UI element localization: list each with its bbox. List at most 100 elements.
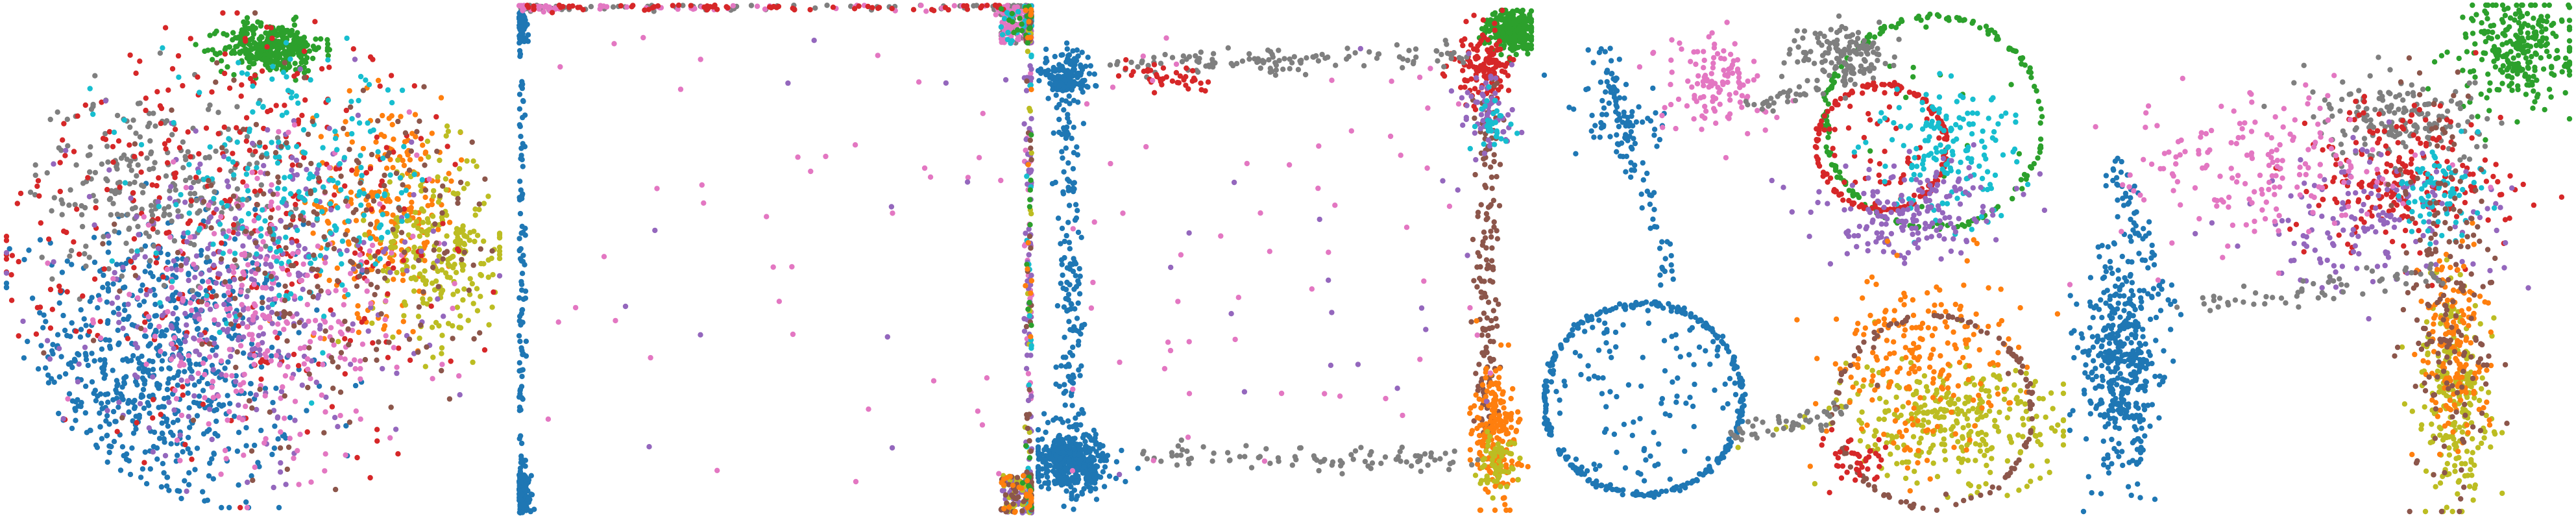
scatter-point xyxy=(395,451,401,457)
scatter-point xyxy=(246,25,252,32)
scatter-point xyxy=(365,328,371,334)
scatter-point xyxy=(56,345,62,352)
scatter-point xyxy=(247,352,253,358)
scatter-point xyxy=(176,363,183,369)
scatter-point xyxy=(444,249,450,254)
scatter-point xyxy=(370,56,376,62)
scatter-point xyxy=(518,230,524,236)
scatter-point xyxy=(430,264,436,271)
scatter-point xyxy=(377,256,383,262)
scatter-point xyxy=(1087,449,1093,455)
scatter-point xyxy=(461,249,468,255)
scatter-point xyxy=(714,467,720,473)
scatter-point xyxy=(253,392,259,398)
scatter-point xyxy=(64,116,71,122)
scatter-point xyxy=(1024,493,1030,499)
scatter-point xyxy=(132,273,139,278)
scatter-point xyxy=(391,277,396,282)
scatter-point xyxy=(407,191,413,198)
scatter-point xyxy=(385,87,391,93)
scatter-point xyxy=(103,337,109,343)
scatter-point xyxy=(200,218,206,224)
scatter-point xyxy=(295,227,300,234)
scatter-point xyxy=(811,38,817,43)
scatter-point xyxy=(178,495,184,502)
scatter-point xyxy=(247,162,252,167)
scatter-point xyxy=(311,330,317,336)
scatter-point xyxy=(331,342,337,348)
scatter-point xyxy=(321,314,327,319)
scatter-point xyxy=(158,250,164,256)
scatter-point xyxy=(182,199,188,205)
scatter-point xyxy=(296,273,302,279)
scatter-point xyxy=(114,389,120,396)
scatter-point xyxy=(191,294,197,300)
scatter-point xyxy=(470,262,476,268)
scatter-point xyxy=(225,393,230,399)
scatter-point xyxy=(62,153,68,158)
scatter-point xyxy=(136,232,141,238)
scatter-point xyxy=(295,46,300,53)
scatter-point xyxy=(622,303,629,310)
scatter-point xyxy=(1044,474,1051,480)
scatter-point xyxy=(1002,492,1009,498)
scatter-point xyxy=(364,269,370,275)
scatter-point xyxy=(369,190,375,195)
scatter-point xyxy=(44,170,50,176)
scatter-point xyxy=(1011,29,1017,36)
scatter-point xyxy=(382,317,388,323)
scatter-point xyxy=(267,262,273,267)
scatter-point xyxy=(927,174,934,180)
scatter-point xyxy=(210,56,215,63)
scatter-point xyxy=(1024,352,1030,358)
scatter-point xyxy=(90,111,96,117)
scatter-point xyxy=(1009,38,1015,43)
scatter-point xyxy=(287,311,293,317)
scatter-point xyxy=(224,203,230,209)
scatter-point xyxy=(167,188,173,194)
scatter-point xyxy=(437,157,443,164)
scatter-point xyxy=(1028,156,1034,163)
scatter-point xyxy=(128,258,134,264)
scatter-point xyxy=(236,482,241,488)
scatter-point xyxy=(467,276,473,282)
scatter-point xyxy=(481,201,487,206)
scatter-point xyxy=(291,22,298,28)
scatter-point xyxy=(1035,470,1041,476)
scatter-point xyxy=(1043,429,1049,436)
scatter-point xyxy=(191,262,197,267)
scatter-point xyxy=(191,179,197,186)
scatter-point xyxy=(263,243,269,249)
scatter-point xyxy=(298,52,304,58)
scatter-point xyxy=(233,43,239,50)
scatter-point xyxy=(385,291,391,297)
scatter-point xyxy=(176,145,183,151)
scatter-point xyxy=(459,256,465,263)
scatter-point xyxy=(254,406,260,413)
scatter-point xyxy=(243,425,249,431)
scatter-point xyxy=(517,179,523,184)
scatter-point xyxy=(262,144,268,150)
scatter-point xyxy=(76,361,82,367)
scatter-point xyxy=(320,145,326,151)
scatter-point xyxy=(385,260,391,267)
scatter-point xyxy=(236,60,241,66)
scatter-point xyxy=(276,293,282,299)
scatter-point xyxy=(295,249,301,255)
scatter-point xyxy=(209,362,215,369)
scatter-point xyxy=(1093,497,1100,502)
scatter-point xyxy=(141,299,147,304)
scatter-point xyxy=(363,259,370,265)
scatter-point xyxy=(348,99,354,105)
scatter-point xyxy=(325,242,331,248)
scatter-point xyxy=(310,174,316,180)
scatter-point xyxy=(51,195,58,201)
scatter-point xyxy=(383,298,389,304)
scatter-point xyxy=(238,93,244,99)
scatter-point xyxy=(975,408,981,414)
scatter-point xyxy=(481,347,488,353)
scatter-point xyxy=(136,415,142,421)
scatter-point xyxy=(435,174,441,180)
scatter-point xyxy=(489,304,495,310)
scatter-point xyxy=(1021,121,1027,127)
